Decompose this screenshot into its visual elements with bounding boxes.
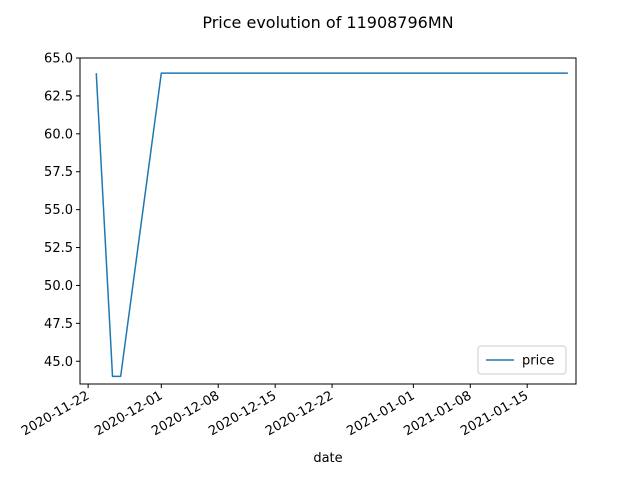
y-tick-label: 60.0 bbox=[44, 127, 73, 142]
legend: price bbox=[477, 345, 567, 375]
y-tick-label: 65.0 bbox=[44, 52, 73, 67]
y-tick-label: 55.0 bbox=[44, 203, 73, 218]
x-axis-label: date bbox=[313, 451, 342, 466]
legend-box bbox=[477, 345, 567, 375]
chart-title: Price evolution of 11908796MN bbox=[202, 13, 453, 32]
y-tick-label: 45.0 bbox=[44, 355, 73, 370]
y-tick-label: 50.0 bbox=[44, 279, 73, 294]
y-tick-label: 62.5 bbox=[44, 89, 73, 104]
y-tick-label: 52.5 bbox=[44, 241, 73, 256]
y-tick-label: 57.5 bbox=[44, 165, 73, 180]
legend-label-price: price bbox=[522, 354, 554, 369]
axes-frame bbox=[79, 57, 577, 385]
series-line-price bbox=[95, 72, 568, 378]
y-tick-label: 47.5 bbox=[44, 317, 73, 332]
